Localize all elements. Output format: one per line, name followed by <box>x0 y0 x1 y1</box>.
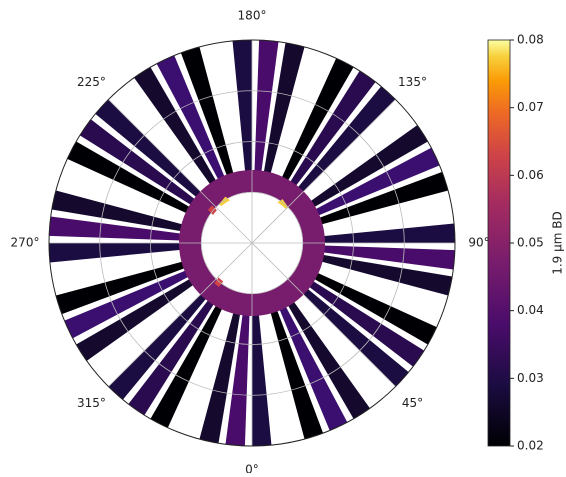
colorbar-tick-label: 0.05 <box>517 236 544 250</box>
colorbar-tick-label: 0.06 <box>517 168 544 182</box>
map-wedge <box>233 40 252 183</box>
map-wedge <box>312 224 455 243</box>
colorbar-tick-label: 0.07 <box>517 100 544 114</box>
theta-tick-label: 0° <box>245 463 259 474</box>
map-wedge <box>49 243 192 262</box>
colorbar-tick-label: 0.02 <box>517 439 544 453</box>
colorbar-tick-label: 0.04 <box>517 303 544 317</box>
theta-tick-label: 180° <box>238 9 267 23</box>
theta-tick-label: 90° <box>468 236 489 250</box>
theta-tick-label: 225° <box>77 75 106 89</box>
chart: 0° 45° 90° 135° 180° 225° 270° 315° 0.02 0.03 0.04… <box>0 0 566 473</box>
theta-tick-label: 135° <box>398 75 427 89</box>
theta-tick-label: 45° <box>402 396 423 410</box>
theta-tick-label: 315° <box>77 396 106 410</box>
colorbar-label: 1.9 µm BD <box>551 211 565 275</box>
theta-tick-label: 270° <box>11 236 40 250</box>
colorbar <box>488 40 510 446</box>
colorbar-tick-label: 0.03 <box>517 371 544 385</box>
colorbar-tick-label: 0.08 <box>517 33 544 47</box>
map-wedge <box>252 303 271 446</box>
